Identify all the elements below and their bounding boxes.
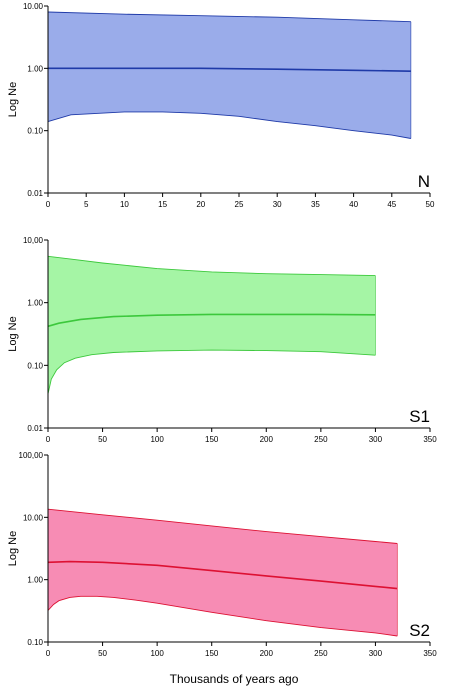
x-tick-label: 350 [423, 435, 437, 444]
x-tick-label: 350 [423, 649, 437, 658]
y-tick-label: 0.10 [27, 127, 43, 136]
confidence-band [48, 256, 376, 394]
x-tick-label: 25 [235, 200, 244, 209]
x-tick-label: 300 [369, 435, 383, 444]
x-tick-label: 0 [46, 200, 51, 209]
y-tick-label: 0.10 [27, 638, 43, 647]
y-tick-label: 0.01 [27, 424, 43, 433]
confidence-band [48, 509, 398, 636]
x-tick-label: 50 [98, 649, 107, 658]
x-tick-label: 0 [46, 649, 51, 658]
x-tick-label: 200 [260, 435, 274, 444]
x-tick-label: 150 [205, 435, 219, 444]
panel-label: S1 [409, 407, 430, 426]
x-tick-label: 100 [150, 649, 164, 658]
x-tick-label: 30 [273, 200, 282, 209]
x-tick-label: 100 [150, 435, 164, 444]
x-tick-label: 20 [196, 200, 205, 209]
median-line [47, 313, 376, 328]
x-tick-label: 0 [46, 435, 51, 444]
x-tick-label: 300 [369, 649, 383, 658]
panel-label: N [418, 172, 430, 191]
confidence-band [48, 12, 411, 139]
y-tick-label: 1.00 [27, 64, 43, 73]
upper-bound-line [47, 255, 376, 277]
panel-label: S2 [409, 621, 430, 640]
y-tick-label: 0.01 [27, 189, 43, 198]
median-line [47, 560, 398, 590]
x-tick-label: 200 [260, 649, 274, 658]
x-tick-label: 40 [349, 200, 358, 209]
lower-bound-line [47, 349, 376, 394]
panel-3: 0.10 1.00 10.00 100,00 0 50 100 150 200 250 300 350… [7, 451, 437, 658]
y-axis-title: Log Ne [7, 531, 19, 566]
x-axis-title: Thousands of years ago [170, 672, 299, 686]
upper-bound-line [47, 508, 398, 544]
y-tick-label: 10.00 [23, 2, 44, 11]
y-axis-title: Log Ne [7, 316, 19, 351]
y-tick-label: 1.00 [27, 576, 43, 585]
x-tick-label: 35 [311, 200, 320, 209]
x-tick-label: 15 [158, 200, 167, 209]
median-line [48, 67, 411, 72]
x-tick-label: 10 [120, 200, 129, 209]
x-tick-label: 250 [314, 649, 328, 658]
x-tick-label: 5 [84, 200, 89, 209]
panel-2: 0.01 0.10 1.00 10,00 0 50 100 150 200 250 300 350 Lo… [7, 236, 437, 444]
x-tick-label: 45 [387, 200, 396, 209]
y-tick-label: 100,00 [19, 451, 44, 460]
y-tick-label: 0.10 [27, 361, 43, 370]
y-axis-title: Log Ne [7, 82, 19, 117]
y-tick-label: 10,00 [23, 236, 44, 245]
upper-bound-line [47, 11, 411, 23]
y-tick-label: 1.00 [27, 299, 43, 308]
y-tick-label: 10.00 [23, 513, 44, 522]
panel-1: 0.01 0.10 1.00 10.00 0 5 10 15 20 25 30 35 40 45 50 Log… [7, 2, 435, 209]
x-tick-label: 50 [98, 435, 107, 444]
x-tick-label: 250 [314, 435, 328, 444]
lower-bound-line [47, 111, 411, 139]
lower-bound-line [47, 595, 398, 637]
x-tick-label: 150 [205, 649, 219, 658]
x-tick-label: 50 [426, 200, 435, 209]
